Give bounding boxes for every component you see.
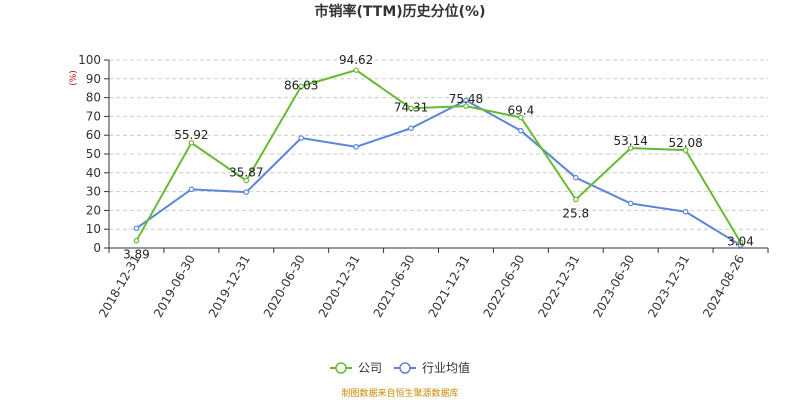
x-tick-label: 2024-08-26	[700, 253, 747, 320]
data-point	[682, 208, 689, 215]
data-label: 3.89	[123, 248, 150, 262]
y-tick-label: 70	[86, 109, 101, 123]
data-point	[737, 239, 744, 246]
x-tick-label: 2019-06-30	[151, 253, 198, 320]
data-labels: 3.89 55.92 35.87 86.03 94.62 74.31 75.48 69.4 25…	[123, 53, 754, 262]
data-point	[298, 135, 305, 141]
data-point	[298, 83, 305, 90]
data-point	[518, 114, 524, 121]
y-tick-label: 40	[86, 166, 101, 180]
data-point	[353, 67, 359, 73]
data-label: 35.87	[229, 166, 263, 180]
y-tick-label: 20	[86, 203, 101, 217]
data-point	[572, 174, 579, 181]
data-label: 52.08	[668, 136, 702, 150]
y-tick-labels: 0 10 20 30 40 50 60 70 80 90 100	[78, 53, 101, 255]
data-label: 3.04	[727, 234, 754, 248]
y-tick-label: 60	[86, 128, 101, 142]
x-tick-label: 2023-06-30	[590, 253, 637, 320]
y-tick-label: 30	[86, 185, 101, 199]
data-label: 94.62	[339, 53, 373, 67]
data-point	[572, 196, 579, 203]
source-note: 制图数据来自恒生聚源数据库	[341, 387, 458, 399]
data-point	[188, 186, 195, 193]
data-point	[133, 225, 140, 232]
legend-label: 公司	[358, 361, 382, 375]
data-point	[188, 140, 195, 146]
x-tick-label: 2021-06-30	[371, 253, 418, 320]
series-line-0	[135, 69, 742, 243]
x-tick-label: 2019-12-31	[206, 253, 253, 320]
data-label: 55.92	[174, 128, 208, 142]
y-tick-label: 10	[86, 222, 101, 236]
data-point	[627, 145, 634, 151]
x-tick-labels: 2018-12-31 2019-06-30 2019-12-31 2020-06-30…	[96, 253, 747, 320]
y-tick-label: 0	[93, 241, 101, 255]
data-label: 25.8	[562, 206, 589, 220]
legend-swatch-marker	[335, 362, 347, 374]
legend-label: 行业均值	[422, 360, 470, 375]
y-tick-label: 50	[86, 147, 101, 161]
x-tick-label: 2022-06-30	[480, 253, 527, 320]
y-tick-label: 100	[78, 53, 101, 67]
data-point	[243, 189, 250, 195]
axes	[104, 59, 769, 253]
series-group	[133, 67, 744, 248]
x-tick-label: 2018-12-31	[96, 253, 143, 320]
y-unit-label: (%)	[69, 70, 79, 86]
data-point	[353, 144, 359, 150]
data-point	[682, 147, 689, 153]
data-label: 75.48	[449, 92, 483, 106]
y-tick-label: 90	[86, 72, 101, 86]
legend-swatch-marker	[399, 362, 411, 374]
data-point	[627, 200, 634, 207]
y-tick-label: 80	[86, 91, 101, 105]
data-label: 86.03	[284, 78, 318, 92]
x-tick-label: 2022-12-31	[535, 253, 582, 320]
series-line-1	[135, 99, 742, 247]
data-point	[243, 177, 250, 184]
data-point	[408, 125, 414, 132]
data-point	[463, 103, 469, 109]
x-tick-label: 2020-12-31	[316, 253, 363, 320]
x-tick-label: 2021-12-31	[426, 253, 473, 320]
grid-lines	[109, 59, 768, 230]
chart-title: 市销率(TTM)历史分位(%)	[315, 3, 486, 20]
data-label: 74.31	[394, 100, 428, 114]
data-label: 69.4	[508, 104, 535, 118]
data-point	[408, 105, 414, 112]
data-label: 53.14	[614, 134, 648, 148]
x-tick-label: 2020-06-30	[261, 253, 308, 320]
data-point	[133, 237, 140, 244]
data-point	[463, 97, 469, 104]
legend: 公司 行业均值	[330, 360, 470, 375]
x-tick-label: 2023-12-31	[645, 253, 692, 320]
data-point	[518, 127, 524, 134]
